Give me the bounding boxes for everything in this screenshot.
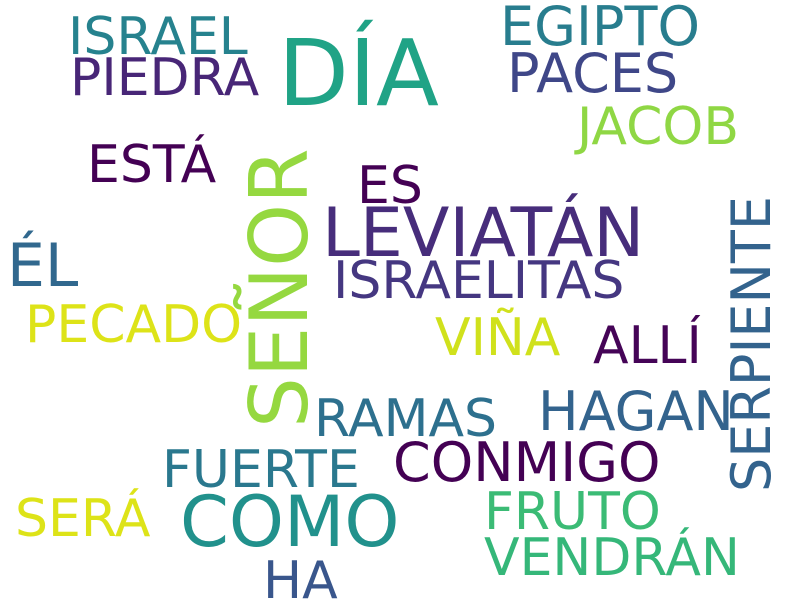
word-fuerte: FUERTE [162,440,360,500]
word-esta: ESTÁ [87,135,217,195]
word-fruto: FRUTO [484,482,661,542]
word-ramas: RAMAS [314,389,498,449]
word-senor: SEÑOR [233,148,326,428]
word-egipto: EGIPTO [500,0,700,58]
word-conmigo: CONMIGO [393,431,661,494]
word-hagan: HAGAN [538,380,734,443]
word-el: ÉL [7,231,79,301]
word-paces: PACES [507,42,679,105]
word-leviatan: LEVIATÁN [322,194,645,273]
word-vendran: VENDRÁN [484,528,740,588]
word-israel: ISRAEL [68,7,248,67]
word-pecado: PECADO [25,295,243,355]
word-jacob: JACOB [577,97,739,157]
word-piedra: PIEDRA [70,48,260,108]
word-israelitas: ISRAELITAS [333,251,625,311]
word-vina: VIÑA [435,308,561,368]
word-alli: ALLÍ [593,316,702,376]
word-sera: SERÁ [15,489,151,549]
word-como: COMO [180,481,400,563]
word-dia: DÍA [278,20,439,127]
word-es: ES [357,156,423,216]
word-serpiente: SERPIENTE [720,195,783,492]
word-ha: HA [263,551,338,611]
